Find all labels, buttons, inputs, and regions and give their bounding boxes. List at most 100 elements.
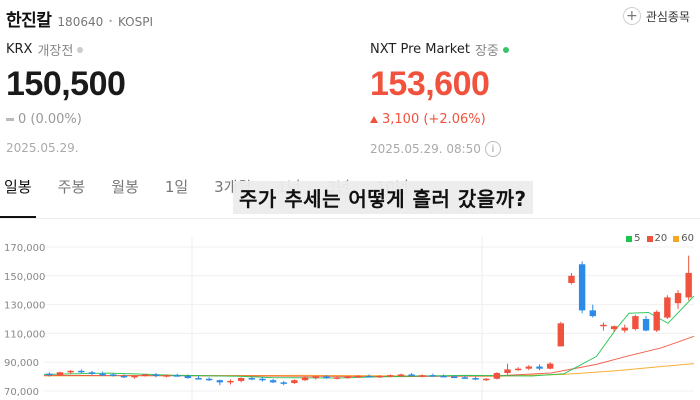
candle-body	[589, 310, 596, 317]
price-date: 2025.05.29.	[6, 141, 79, 155]
candle-body	[248, 378, 255, 380]
divider	[0, 218, 700, 219]
y-tick-label: 170,000	[4, 243, 45, 254]
candle-body	[99, 373, 106, 376]
ma5-line	[43, 295, 695, 379]
candle-body	[653, 311, 660, 331]
tab-1[interactable]: 주봉	[57, 178, 86, 196]
candle-body	[259, 378, 266, 381]
candle-body	[88, 372, 96, 374]
y-tick-label: 90,000	[4, 358, 39, 369]
y-tick-label: 130,000	[4, 301, 45, 312]
nxt-price-panel: NXT Pre Market 장중 153,600 3,100 (+2.06%)…	[370, 40, 509, 157]
legend-swatch-icon	[673, 235, 680, 242]
candle-body	[355, 375, 362, 378]
candle-body	[67, 370, 74, 373]
tab-0[interactable]: 일봉	[0, 176, 36, 218]
price-chart[interactable]: 170,000 150,000 130,000 110,000 90,000 70,000	[0, 229, 700, 400]
candle-body	[142, 374, 149, 376]
candle-body	[429, 375, 437, 377]
flat-change-icon	[6, 118, 14, 121]
candle-body	[195, 378, 202, 380]
candle-body	[419, 375, 426, 377]
legend-swatch-icon	[646, 235, 653, 242]
candle-body	[301, 377, 309, 381]
candle-body	[333, 377, 341, 379]
candle-body	[46, 373, 53, 376]
plus-circle-icon: +	[622, 7, 641, 25]
candle-body	[440, 375, 447, 378]
candle-body	[237, 378, 245, 381]
legend-item-60: 60	[673, 233, 694, 244]
chart-legend: 5 20 60	[620, 233, 694, 244]
candle-body	[312, 376, 319, 379]
candle-body	[642, 319, 650, 331]
tab-3[interactable]: 1일	[164, 178, 189, 196]
venue-label: NXT Pre Market	[370, 42, 470, 57]
stock-code: 180640	[57, 15, 104, 29]
price-change: 3,100 (+2.06%)	[382, 112, 486, 127]
candle-body	[557, 323, 564, 347]
tab-2[interactable]: 월봉	[111, 178, 139, 196]
candle-body	[483, 378, 490, 381]
y-tick-label: 110,000	[4, 329, 45, 340]
candle-body	[685, 272, 692, 298]
candle-body	[205, 378, 213, 381]
candle-body	[451, 376, 458, 379]
candle-body	[376, 375, 383, 378]
legend-item-20: 20	[646, 233, 668, 244]
candle-body	[568, 275, 575, 283]
candle-body	[131, 375, 138, 378]
candle-body	[514, 368, 522, 371]
candle-body	[291, 380, 298, 384]
candle-body	[525, 366, 533, 369]
y-tick-label: 150,000	[4, 272, 45, 283]
candle-body	[184, 375, 192, 379]
candle-body	[493, 373, 501, 379]
candle-body	[664, 297, 671, 318]
legend-item-5: 5	[626, 233, 641, 244]
y-tick-label: 70,000	[4, 387, 39, 398]
candle-body	[152, 374, 160, 376]
status-dot-icon	[502, 46, 509, 53]
candle-body	[269, 380, 277, 383]
legend-label: 20	[654, 233, 668, 244]
candle-body	[408, 374, 415, 376]
candle-body	[578, 264, 586, 311]
market-name: KOSPI	[117, 15, 154, 29]
ma60-line	[43, 363, 695, 377]
price-change: 0 (0.00%)	[18, 112, 82, 127]
krx-price-panel: KRX 개장전 150,500 0 (0.00%) 2025.05.29.	[6, 40, 126, 155]
overlay-caption: 주가 추세는 어떻게 흘러 갔을까?	[233, 181, 533, 214]
market-status: 장중	[474, 44, 499, 59]
candle-body	[280, 382, 287, 384]
candle-body	[610, 326, 618, 330]
legend-label: 60	[681, 233, 694, 244]
price-datetime: 2025.05.29. 08:50	[370, 142, 481, 156]
candle-body	[621, 327, 628, 331]
candle-body	[546, 363, 554, 369]
add-watchlist-button[interactable]: + 관심종목	[622, 7, 690, 25]
candle-body	[163, 375, 170, 377]
candle-body	[472, 378, 479, 380]
stock-name: 한진칼	[6, 11, 52, 31]
candle-body	[674, 293, 682, 304]
candle-body	[56, 372, 64, 376]
candle-body	[110, 374, 117, 376]
current-price: 150,500	[6, 65, 126, 103]
legend-swatch-icon	[626, 235, 633, 242]
candle-body	[227, 380, 234, 383]
status-dot-icon	[77, 46, 84, 53]
ma20-line	[43, 335, 695, 378]
separator-dot: •	[108, 17, 113, 26]
candle-body	[397, 374, 405, 376]
up-arrow-icon	[370, 116, 378, 123]
candle-body	[461, 377, 469, 379]
candle-body	[504, 369, 511, 373]
info-icon[interactable]: i	[484, 141, 501, 157]
candle-body	[600, 324, 607, 327]
legend-label: 5	[634, 233, 641, 244]
market-status: 개장전	[37, 44, 74, 59]
candle-body	[174, 375, 181, 377]
candle-body	[120, 375, 128, 378]
